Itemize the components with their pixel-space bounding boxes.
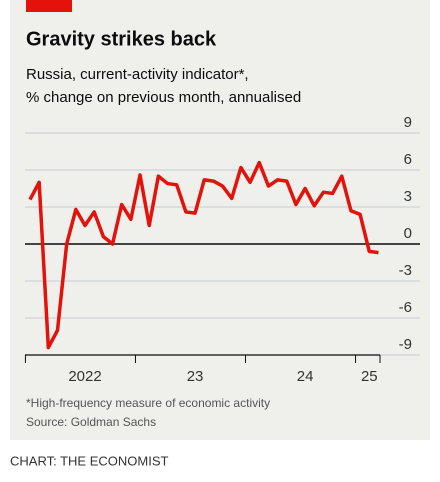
x-tick-label: 2022 (68, 368, 101, 385)
credit: CHART: THE ECONOMIST (10, 453, 168, 468)
chart-title: Gravity strikes back (26, 28, 217, 50)
y-tick-label: -3 (399, 262, 412, 279)
chart-subtitle: % change on previous month, annualised (26, 89, 301, 106)
footnote: *High-frequency measure of economic acti… (26, 396, 270, 410)
line-series (28, 160, 379, 350)
y-tick-label: 0 (404, 225, 412, 242)
x-tick-label: 23 (187, 368, 204, 385)
y-tick-label: 9 (404, 114, 412, 131)
x-tick-label: 24 (297, 368, 314, 385)
y-tick-label: -9 (399, 336, 412, 353)
y-tick-label: 6 (404, 151, 412, 168)
y-tick-label: -6 (399, 299, 412, 316)
red-tag (26, 0, 72, 12)
source: Source: Goldman Sachs (26, 415, 156, 429)
x-tick-label: 25 (361, 368, 378, 385)
chart-subtitle: Russia, current-activity indicator*, (26, 66, 249, 83)
y-tick-label: 3 (404, 188, 412, 205)
